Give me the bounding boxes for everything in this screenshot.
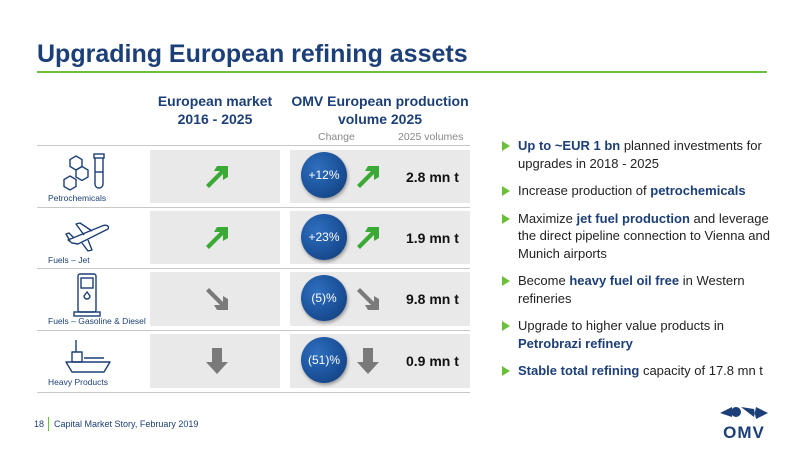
triangle-bullet-icon: [502, 366, 510, 376]
bullet-item: Maximize jet fuel production and leverag…: [502, 210, 782, 263]
logo-wordmark: OMV: [723, 423, 765, 442]
change-badge: +23%: [301, 214, 347, 260]
change-badge: (51)%: [301, 337, 347, 383]
row-label-heavy-products: Heavy Products: [48, 377, 108, 387]
triangle-bullet-icon: [502, 321, 510, 331]
market-column-header: European market 2016 - 2025: [157, 93, 273, 127]
row-label-petrochemicals: Petrochemicals: [48, 193, 107, 203]
volume-value: 2.8 mn t: [406, 169, 459, 185]
volume-value: 9.8 mn t: [406, 291, 459, 307]
arrow-down-right-icon: [206, 288, 228, 310]
volumes-subheader: 2025 volumes: [398, 131, 464, 143]
triangle-bullet-icon: [502, 141, 510, 151]
bullet-list: Up to ~EUR 1 bn planned investments for …: [502, 137, 782, 390]
footer-text: Capital Market Story, February 2019: [54, 419, 199, 429]
ship-icon: [65, 340, 111, 373]
arrow-up-right-icon: [206, 227, 228, 249]
omv-logo-mark-icon: [720, 407, 768, 419]
bullet-item: Stable total refining capacity of 17.8 m…: [502, 362, 782, 380]
row-divider: [37, 207, 470, 208]
bullet-item: Upgrade to higher value products in Petr…: [502, 317, 782, 352]
triangle-bullet-icon: [502, 276, 510, 286]
header-divider: [37, 145, 470, 146]
bullet-item: Up to ~EUR 1 bn planned investments for …: [502, 137, 782, 172]
row-label-fuels-gasoline-diesel: Fuels – Gasoline & Diesel: [48, 316, 146, 326]
row-divider: [37, 392, 470, 393]
arrow-down-icon: [357, 348, 379, 374]
production-column-header: OMV European production volume 2025: [291, 93, 469, 127]
row-divider: [37, 330, 470, 331]
omv-logo: OMV: [716, 403, 772, 442]
airplane-icon: [65, 222, 110, 252]
triangle-bullet-icon: [502, 186, 510, 196]
footer-separator: [48, 417, 49, 431]
volume-value: 0.9 mn t: [406, 353, 459, 369]
volume-value: 1.9 mn t: [406, 230, 459, 246]
bullet-item: Become heavy fuel oil free in Western re…: [502, 272, 782, 307]
fuel-pump-icon: [73, 273, 101, 317]
bullet-item: Increase production of petrochemicals: [502, 182, 782, 200]
title-divider: [37, 71, 767, 73]
row-divider: [37, 268, 470, 269]
arrow-down-icon: [206, 348, 228, 374]
change-badge: (5)%: [301, 275, 347, 321]
triangle-bullet-icon: [502, 213, 510, 224]
row-label-fuels-jet: Fuels – Jet: [48, 255, 90, 265]
chemistry-molecule-icon: [63, 153, 105, 191]
page-number: 18: [34, 419, 45, 429]
arrow-up-right-icon: [206, 166, 228, 188]
change-subheader: Change: [318, 131, 355, 143]
arrow-up-right-icon: [357, 166, 379, 188]
page-title: Upgrading European refining assets: [37, 40, 468, 68]
change-badge: +12%: [301, 152, 347, 198]
arrow-down-right-icon: [357, 288, 379, 310]
arrow-up-right-icon: [357, 227, 379, 249]
